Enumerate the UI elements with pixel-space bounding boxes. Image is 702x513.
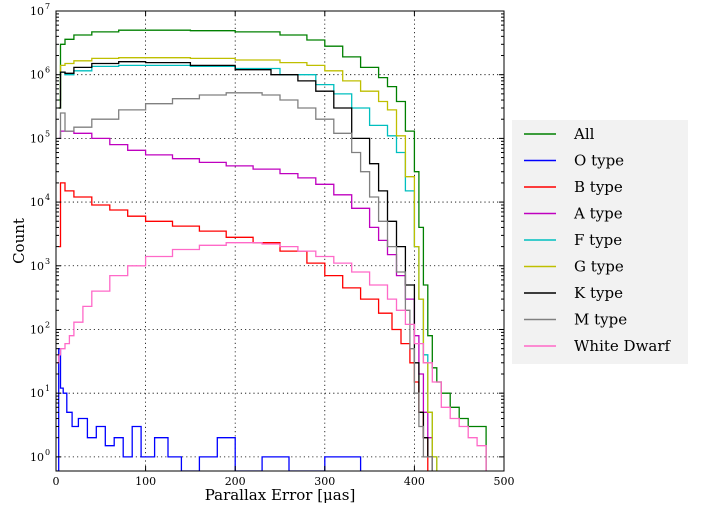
y-tick-label: 10 xyxy=(30,196,44,209)
legend-label-m-type: M type xyxy=(574,311,627,329)
grid-lines xyxy=(56,11,504,471)
series-line-k-type xyxy=(58,61,433,471)
x-tick-label: 400 xyxy=(404,475,425,488)
x-tick-label: 0 xyxy=(53,475,60,488)
series-line-white-dwarf xyxy=(56,242,487,471)
x-axis-label-main: Parallax Error xyxy=(205,486,318,504)
y-tick-label: 10 xyxy=(30,5,44,18)
legend-label-b-type: B type xyxy=(574,178,623,196)
series-line-b-type xyxy=(58,182,429,471)
series-line-all xyxy=(58,29,487,471)
y-tick-label: 10 xyxy=(30,69,44,82)
y-axis-label: Count xyxy=(10,218,28,264)
series-line-f-type xyxy=(58,64,438,471)
y-tick-exponent: 7 xyxy=(45,2,50,11)
legend-label-all: All xyxy=(573,125,595,143)
y-tick-exponent: 5 xyxy=(45,129,50,138)
legend-label-a-type: A type xyxy=(573,205,623,223)
y-tick-exponent: 0 xyxy=(45,448,50,457)
legend-label-o-type: O type xyxy=(574,152,624,170)
series-line-g-type xyxy=(58,57,438,471)
legend: All O type B type A type F type G type K type M… xyxy=(512,120,688,364)
x-tick-label: 200 xyxy=(225,475,246,488)
y-tick-exponent: 2 xyxy=(45,320,50,329)
y-tick-exponent: 4 xyxy=(45,193,50,202)
x-tick-label: 100 xyxy=(135,475,156,488)
y-tick-exponent: 1 xyxy=(45,384,50,393)
series-line-m-type xyxy=(58,92,433,471)
y-tick-label: 10 xyxy=(30,132,44,145)
legend-label-k-type: K type xyxy=(574,284,623,302)
x-axis-label: Parallax Error [μas] xyxy=(205,486,356,504)
y-tick-label: 10 xyxy=(30,387,44,400)
y-tick-exponent: 6 xyxy=(45,66,50,75)
x-tick-label: 500 xyxy=(494,475,515,488)
x-axis-label-unit: [μas] xyxy=(317,486,355,504)
legend-label-g-type: G type xyxy=(574,258,624,276)
legend-label-white-dwarf: White Dwarf xyxy=(574,337,672,355)
y-tick-label: 10 xyxy=(30,451,44,464)
series-line-o-type xyxy=(56,348,362,471)
series-layer xyxy=(56,29,487,471)
series-line-a-type xyxy=(58,130,433,471)
plot-frame xyxy=(55,10,505,472)
legend-label-f-type: F type xyxy=(574,231,622,249)
x-tick-label: 300 xyxy=(314,475,335,488)
y-tick-label: 10 xyxy=(30,323,44,336)
y-tick-label: 10 xyxy=(30,260,44,273)
y-tick-exponent: 3 xyxy=(45,257,50,266)
